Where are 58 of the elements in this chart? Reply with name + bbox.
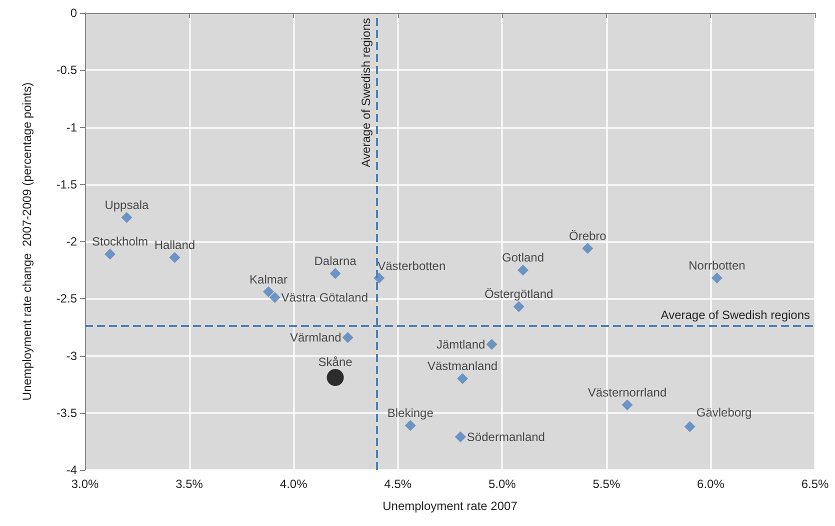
y-tick-label: -2 [66,234,78,248]
series-label: Norrbotten [688,258,746,273]
x-tick-label: 3.5% [176,477,204,491]
x-axis-title: Unemployment rate 2007 [382,499,518,513]
point [454,431,466,442]
point [326,368,344,386]
y-tick-label: -1.5 [56,177,78,192]
y-tick-label: -3.5 [56,406,78,420]
series-label: Skåne [318,354,353,369]
series-label: Gotland [502,250,544,265]
series-label: Kalmar [250,272,288,286]
point [486,338,498,350]
point [684,421,696,432]
x-tick-label: 6.0% [697,477,725,491]
series-label: Värmland [290,330,342,344]
point [518,264,528,276]
x-tick-label: 4.5% [384,477,412,491]
y-tick-label: -2.5 [56,292,78,306]
x-tick-label: 6.5% [801,477,829,491]
point [169,252,180,263]
series-label: Östergötland [484,287,554,302]
y-tick-label: -0.5 [56,63,78,78]
x-tick-label: 5.0% [488,477,516,491]
series-label: Västmanland [427,359,498,374]
series-label: Jämtland [436,337,486,352]
ref-line-label: Average of Swedish regions [660,308,810,322]
point [582,242,594,254]
series-label: Västra Götaland [281,290,368,304]
point [622,399,633,410]
point [457,373,468,384]
y-axis-title: Unemployment rate change 2007-2009 (percentage points) [20,82,34,401]
point [330,268,341,279]
series-label: Gävleborg [696,406,752,420]
y-tick-label: -4 [66,463,78,477]
series-label: Uppsala [104,198,150,212]
point [269,292,280,303]
point [513,301,524,312]
point [121,212,132,224]
point [342,332,354,343]
point [263,286,274,298]
series-label: Dalarna [314,254,357,268]
point [711,272,722,284]
point [104,248,116,260]
series-label: Västernorrland [588,385,667,400]
series-label: Västerbotten [378,259,446,274]
series-label: Södermanland [466,430,545,444]
series-label: Halland [154,238,196,252]
series-label: Stockholm [92,234,148,249]
y-tick-label: 0 [70,6,78,20]
series-label: Örebro [568,228,607,243]
y-tick-label: -1 [66,120,78,134]
point [404,420,416,431]
ref-line-label: Average of Swedish regions [359,18,373,168]
y-tick-label: -3 [66,348,78,363]
series-label: Blekinge [387,406,434,420]
x-tick-label: 3.0% [71,477,99,491]
x-tick-label: 5.5% [592,477,620,491]
x-tick-label: 4.0% [280,477,308,491]
